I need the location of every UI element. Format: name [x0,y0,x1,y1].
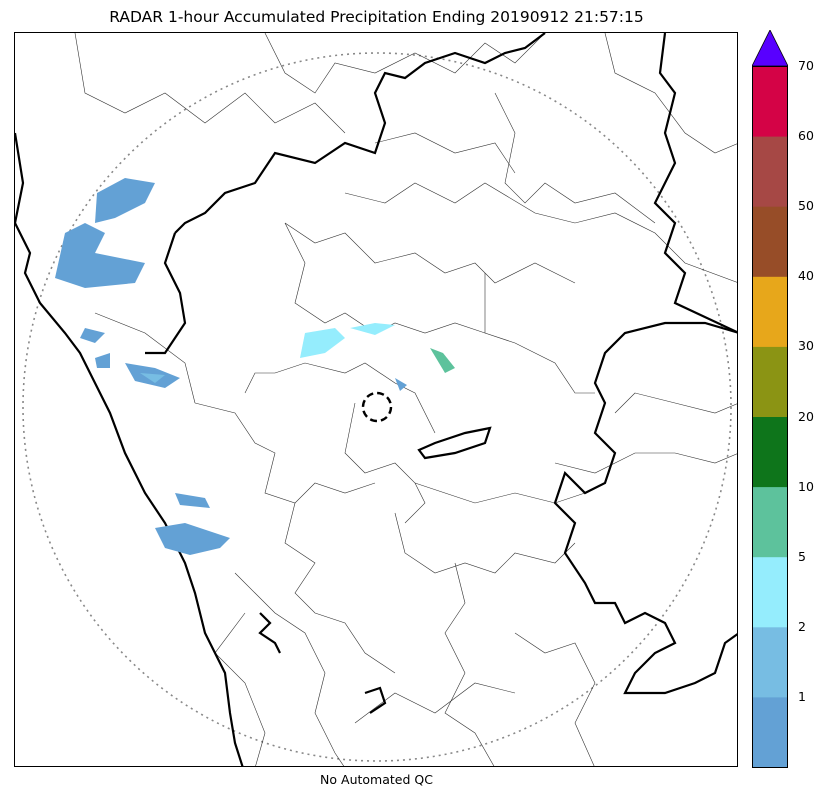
rain-echo [175,493,210,508]
colorbar-band [752,626,788,698]
rain-echoes [55,178,455,555]
state-boundaries [15,33,737,766]
colorbar-band [752,66,788,137]
rain-echo [155,523,230,555]
radar-range-ring [22,52,732,762]
rain-echo [140,373,165,383]
radar-map [14,32,738,767]
colorbar-tick-label: 2 [798,618,806,634]
colorbar-tick-label: 20 [798,408,814,424]
rain-echo [95,353,110,368]
colorbar-tick-label: 40 [798,268,814,284]
colorbar-tick-label: 70 [798,58,814,73]
radar-site-marker [361,391,393,423]
colorbar-band [752,206,788,277]
colorbar-outline [752,66,788,768]
colorbar-band [752,276,788,347]
colorbar-band [752,136,788,207]
colorbar-tick-label: 50 [798,198,814,214]
map-canvas [15,33,737,766]
colorbar-over-arrow [752,30,788,67]
rain-echo [95,178,155,223]
colorbar-band [752,346,788,417]
rain-echo [55,223,145,288]
colorbar-tick-label: 60 [798,128,814,144]
colorbar-tick-label: 10 [798,478,814,494]
rain-echo [350,323,395,335]
rain-echo [430,348,455,373]
colorbar-band [752,416,788,488]
colorbar-tick-label: 30 [798,338,814,354]
qc-note: No Automated QC [320,772,433,787]
colorbar-band [752,696,788,768]
rain-echo [80,328,105,343]
colorbar-band [752,486,788,558]
colorbar-tick-label: 5 [798,548,806,564]
colorbar-band [752,556,788,628]
map-title: RADAR 1-hour Accumulated Precipitation E… [109,8,644,26]
precipitation-colorbar [752,30,788,768]
rain-echo [395,378,407,391]
district-boundaries [74,33,737,766]
rain-echo [300,328,345,358]
colorbar-tick-label: 1 [798,688,806,704]
